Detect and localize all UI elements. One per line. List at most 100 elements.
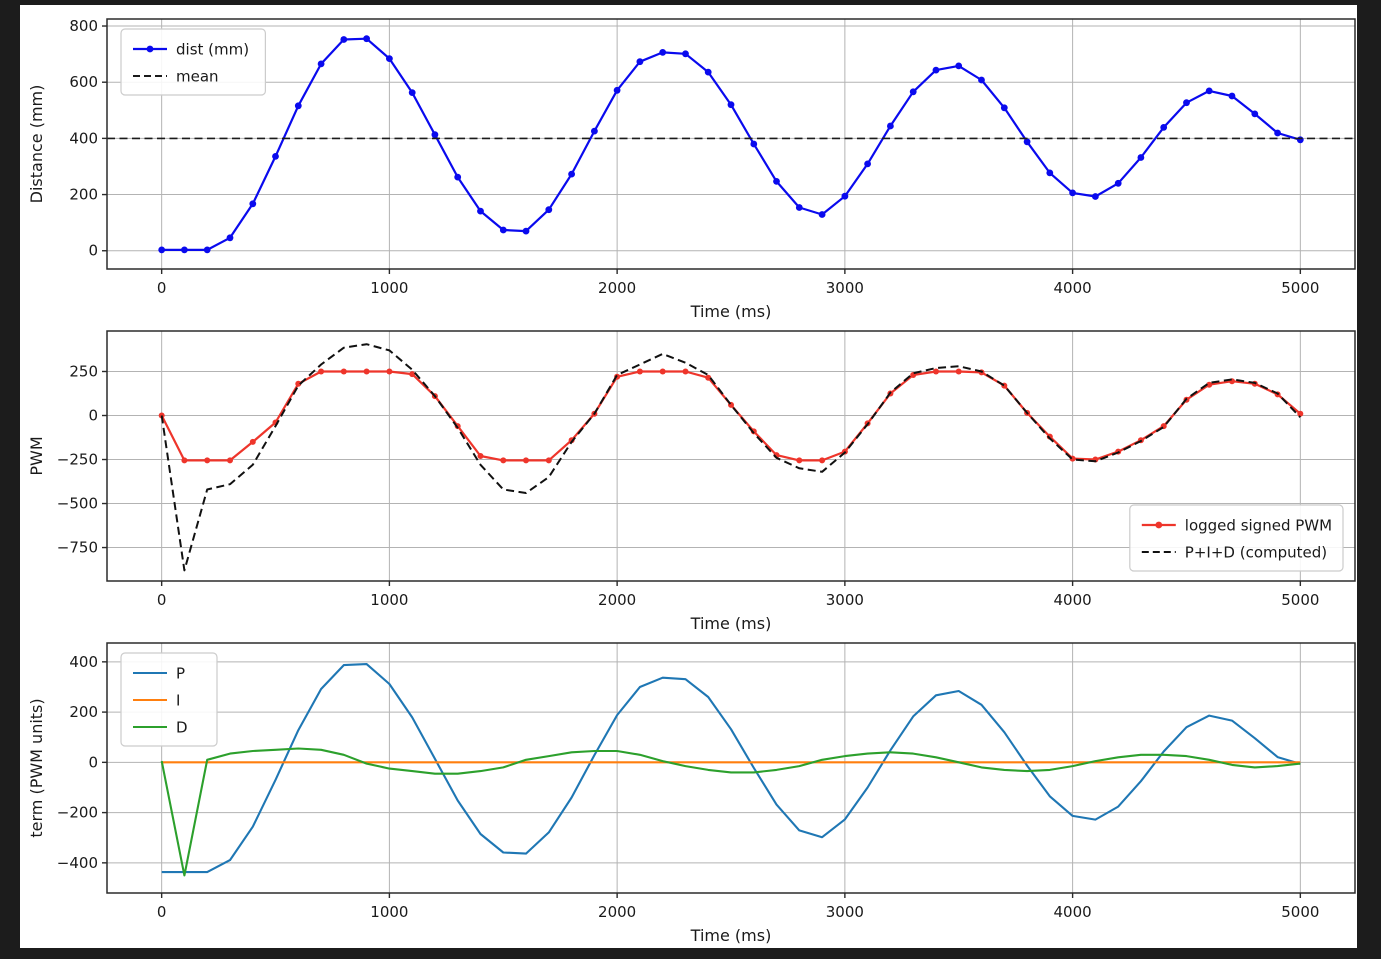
data-point — [1023, 138, 1031, 146]
data-point — [1297, 410, 1304, 417]
y-tick-label: 200 — [69, 703, 98, 721]
x-tick-label: 5000 — [1281, 903, 1319, 921]
data-point — [340, 36, 348, 43]
data-point — [1183, 99, 1190, 107]
y-tick-label: 0 — [88, 242, 98, 260]
data-point — [1251, 110, 1259, 118]
data-point — [955, 368, 962, 375]
data-point — [1274, 129, 1281, 137]
data-point — [864, 160, 871, 168]
data-point — [841, 192, 849, 200]
data-point — [568, 170, 575, 178]
x-tick-label: 2000 — [598, 903, 636, 921]
x-axis-label: Time (ms) — [690, 302, 772, 321]
x-tick-label: 5000 — [1281, 591, 1319, 609]
data-point — [181, 457, 188, 464]
data-point — [1114, 179, 1122, 187]
data-point — [909, 88, 917, 96]
y-tick-label: 250 — [69, 362, 98, 380]
data-point — [386, 368, 393, 375]
axes-frame — [106, 642, 1356, 894]
data-point — [659, 49, 667, 56]
data-point — [203, 246, 211, 254]
data-point — [317, 60, 325, 68]
x-tick-label: 5000 — [1281, 279, 1319, 297]
x-tick-label: 0 — [157, 903, 167, 921]
legend: logged signed PWM P+I+D (computed) — [1129, 504, 1344, 572]
legend-label: D — [176, 719, 188, 737]
data-point — [1296, 136, 1304, 144]
x-tick-label: 2000 — [598, 591, 636, 609]
legend-label: P+I+D (computed) — [1185, 544, 1327, 562]
legend-label: dist (mm) — [176, 41, 249, 59]
data-point — [796, 457, 803, 464]
data-point — [1137, 154, 1145, 161]
data-point — [499, 226, 507, 234]
y-axis-label: Distance (mm) — [27, 85, 46, 204]
data-point — [705, 374, 712, 381]
legend-label: logged signed PWM — [1185, 517, 1332, 535]
data-point — [408, 89, 416, 96]
data-point — [704, 68, 712, 76]
legend-box — [1129, 504, 1344, 572]
data-point — [454, 173, 462, 181]
data-point — [1046, 169, 1054, 177]
legend-label: I — [176, 692, 180, 710]
data-point — [227, 457, 233, 464]
data-point — [1092, 193, 1099, 200]
data-point — [386, 55, 393, 62]
x-tick-label: 3000 — [826, 903, 864, 921]
data-point — [249, 200, 257, 208]
data-point — [1228, 92, 1236, 100]
y-tick-label: 800 — [69, 17, 98, 35]
pwm-chart: 0 1000 2000 3000 4000 5000 250 0 −250 −500 −750 Tim… — [27, 330, 1356, 633]
terms-panel: 0 1000 2000 3000 4000 5000 400 200 0 −200 −400 Time… — [20, 633, 1357, 945]
pwm-panel: 0 1000 2000 3000 4000 5000 250 0 −250 −500 −750 Tim… — [20, 321, 1357, 633]
data-point — [1069, 189, 1076, 197]
y-tick-label: −400 — [57, 854, 98, 872]
data-point — [819, 457, 826, 464]
data-point — [932, 66, 940, 74]
x-tick-label: 0 — [157, 591, 167, 609]
series-line-p-i-d-computed- — [160, 343, 1302, 572]
data-point — [727, 101, 735, 109]
data-point — [295, 380, 302, 387]
data-point — [636, 58, 644, 66]
legend: PID — [120, 652, 218, 747]
legend-marker — [146, 45, 154, 53]
axes-frame — [106, 18, 1356, 270]
figure-canvas: 0 1000 2000 3000 4000 5000 0 200 400 600 800 Time (… — [20, 5, 1357, 948]
distance-chart: 0 1000 2000 3000 4000 5000 0 200 400 600 800 Time (… — [27, 17, 1356, 321]
data-point — [431, 131, 439, 139]
data-point — [272, 153, 279, 160]
y-axis-label: term (PWM units) — [27, 698, 46, 837]
x-tick-label: 1000 — [370, 591, 408, 609]
series-line-p — [161, 663, 1301, 874]
data-point — [682, 368, 689, 375]
data-point — [978, 76, 985, 84]
legend-label: P — [176, 665, 185, 683]
data-point — [249, 438, 256, 445]
data-point — [659, 368, 666, 375]
distance-panel: 0 1000 2000 3000 4000 5000 0 200 400 600 800 Time (… — [20, 9, 1357, 321]
data-point — [363, 35, 370, 43]
x-tick-label: 1000 — [370, 279, 408, 297]
y-tick-label: 600 — [69, 73, 98, 91]
terms-chart: 0 1000 2000 3000 4000 50004002000−200−400Time… — [27, 642, 1356, 945]
data-point — [181, 246, 188, 254]
data-point — [682, 50, 689, 58]
data-point — [613, 86, 621, 94]
data-point — [318, 368, 325, 375]
data-point — [477, 453, 484, 459]
data-point — [955, 62, 963, 70]
data-point — [750, 140, 758, 148]
data-point — [294, 102, 302, 110]
data-point — [1205, 87, 1213, 95]
y-tick-label: 400 — [69, 129, 98, 147]
data-point — [636, 368, 643, 375]
data-point — [1160, 124, 1168, 131]
legend-marker — [1155, 521, 1163, 529]
x-tick-label: 3000 — [826, 591, 864, 609]
data-point — [500, 457, 507, 464]
data-point — [887, 122, 894, 130]
